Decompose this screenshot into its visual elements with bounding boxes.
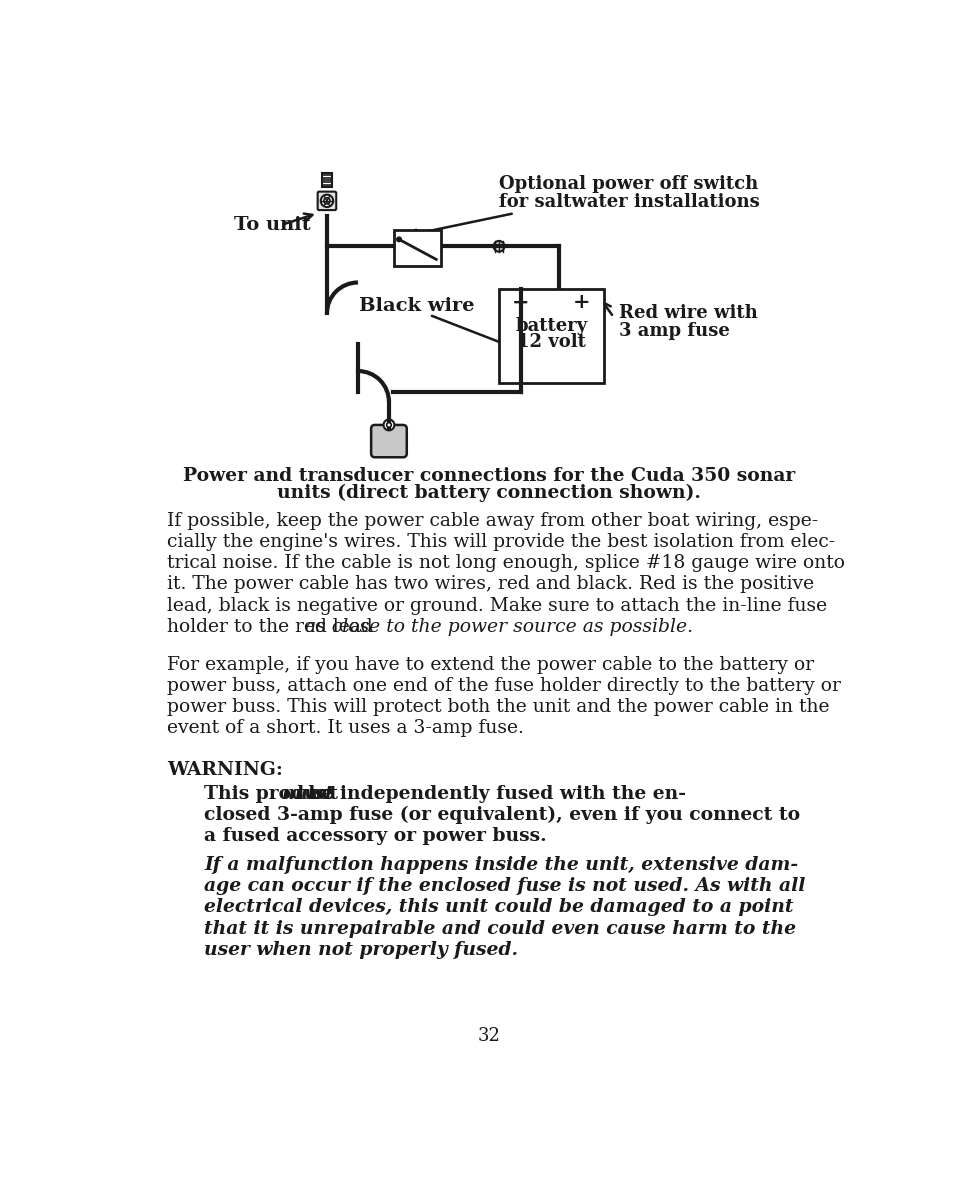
Text: lead, black is negative or ground. Make sure to attach the in-line fuse: lead, black is negative or ground. Make …	[167, 597, 826, 615]
Text: −: −	[512, 293, 529, 313]
Text: For example, if you have to extend the power cable to the battery or: For example, if you have to extend the p…	[167, 656, 814, 674]
Text: closed 3-amp fuse (or equivalent), even if you connect to: closed 3-amp fuse (or equivalent), even …	[204, 806, 800, 825]
Text: cially the engine's wires. This will provide the best isolation from elec-: cially the engine's wires. This will pro…	[167, 534, 835, 552]
Text: must: must	[282, 785, 335, 803]
Bar	[321, 173, 332, 187]
Text: 3 amp fuse: 3 amp fuse	[618, 323, 729, 341]
Circle shape	[383, 420, 394, 430]
Text: +: +	[573, 293, 590, 313]
Circle shape	[323, 198, 330, 204]
Text: To unit: To unit	[233, 216, 311, 234]
Text: 32: 32	[477, 1026, 499, 1044]
FancyBboxPatch shape	[317, 192, 335, 210]
Text: power buss. This will protect both the unit and the power cable in the: power buss. This will protect both the u…	[167, 698, 829, 716]
Bar	[498, 289, 603, 382]
Circle shape	[320, 194, 333, 207]
Text: a fused accessory or power buss.: a fused accessory or power buss.	[204, 827, 547, 845]
Text: holder to the red lead: holder to the red lead	[167, 617, 378, 635]
Text: event of a short. It uses a 3-amp fuse.: event of a short. It uses a 3-amp fuse.	[167, 719, 523, 737]
Bar	[394, 230, 440, 265]
Text: for saltwater installations: for saltwater installations	[498, 193, 759, 211]
Text: as close to the power source as possible.: as close to the power source as possible…	[305, 617, 692, 635]
Text: Red wire with: Red wire with	[618, 305, 757, 323]
Text: trical noise. If the cable is not long enough, splice #18 gauge wire onto: trical noise. If the cable is not long e…	[167, 554, 844, 572]
Circle shape	[386, 422, 391, 427]
Text: WARNING:: WARNING:	[167, 760, 283, 778]
Text: be independently fused with the en-: be independently fused with the en-	[301, 785, 685, 803]
Text: This product: This product	[204, 785, 345, 803]
Text: it. The power cable has two wires, red and black. Red is the positive: it. The power cable has two wires, red a…	[167, 576, 814, 594]
Text: If a malfunction happens inside the unit, extensive dam-: If a malfunction happens inside the unit…	[204, 856, 798, 874]
Text: power buss, attach one end of the fuse holder directly to the battery or: power buss, attach one end of the fuse h…	[167, 677, 841, 695]
Text: age can occur if the enclosed fuse is not used. As with all: age can occur if the enclosed fuse is no…	[204, 878, 805, 896]
Text: 12 volt: 12 volt	[517, 333, 585, 351]
Text: Black wire: Black wire	[359, 296, 475, 314]
Text: If possible, keep the power cable away from other boat wiring, espe-: If possible, keep the power cable away f…	[167, 512, 818, 530]
Text: units (direct battery connection shown).: units (direct battery connection shown).	[276, 484, 700, 502]
Text: Optional power off switch: Optional power off switch	[498, 175, 758, 193]
Circle shape	[396, 237, 401, 242]
FancyBboxPatch shape	[371, 424, 406, 457]
Text: electrical devices, this unit could be damaged to a point: electrical devices, this unit could be d…	[204, 898, 793, 916]
Text: battery: battery	[515, 318, 587, 336]
Circle shape	[493, 241, 504, 252]
Text: Power and transducer connections for the Cuda 350 sonar: Power and transducer connections for the…	[183, 468, 794, 486]
Text: user when not properly fused.: user when not properly fused.	[204, 941, 518, 959]
Text: that it is unrepairable and could even cause harm to the: that it is unrepairable and could even c…	[204, 920, 796, 938]
